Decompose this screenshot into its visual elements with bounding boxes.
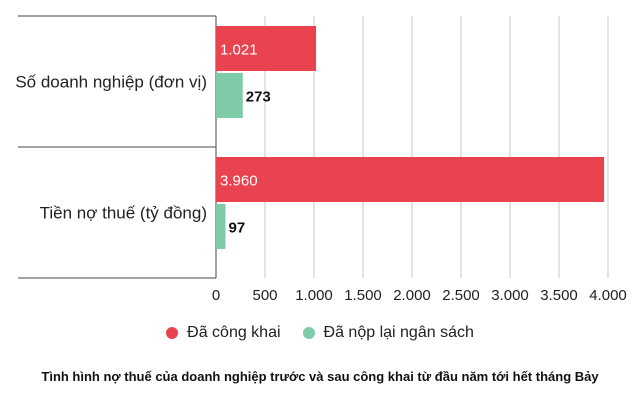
bar [216, 157, 605, 202]
data-label: 273 [246, 89, 271, 106]
x-tick-label: 4.000 [589, 287, 627, 304]
x-tick-label: 1.000 [295, 287, 333, 304]
category-label: Tiền nợ thuế (tỷ đồng) [40, 204, 207, 223]
x-tick-label: 1.500 [344, 287, 382, 304]
bar [216, 204, 226, 249]
x-tick-label: 0 [212, 287, 220, 304]
x-tick-label: 3.500 [540, 287, 578, 304]
category-label: Số doanh nghiệp (đơn vị) [15, 73, 207, 92]
data-label: 97 [229, 220, 246, 237]
legend-swatch-cong-khai [166, 327, 179, 339]
x-tick-label: 2.000 [393, 287, 431, 304]
bar-chart: 0 500 1.000 1.500 2.000 2.500 3.000 3.500 4.000 S… [15, 15, 627, 304]
x-tick-label: 500 [252, 287, 277, 304]
legend: Đã công khai Đã nộp lại ngân sách [0, 324, 640, 342]
bar [216, 26, 317, 71]
chart-caption: Tình hình nợ thuế của doanh nghiệp trước… [41, 369, 599, 384]
legend-label-cong-khai: Đã công khai [187, 324, 281, 341]
legend-label-nop-lai: Đã nộp lại ngân sách [323, 324, 474, 341]
bar [216, 73, 243, 118]
legend-item-nop-lai: Đã nộp lại ngân sách [302, 324, 474, 342]
data-label: 3.960 [220, 173, 258, 190]
legend-item-cong-khai: Đã công khai [166, 324, 281, 342]
data-label: 1.021 [220, 42, 258, 59]
x-tick-label: 3.000 [491, 287, 529, 304]
legend-swatch-nop-lai [302, 327, 315, 339]
x-tick-label: 2.500 [442, 287, 480, 304]
